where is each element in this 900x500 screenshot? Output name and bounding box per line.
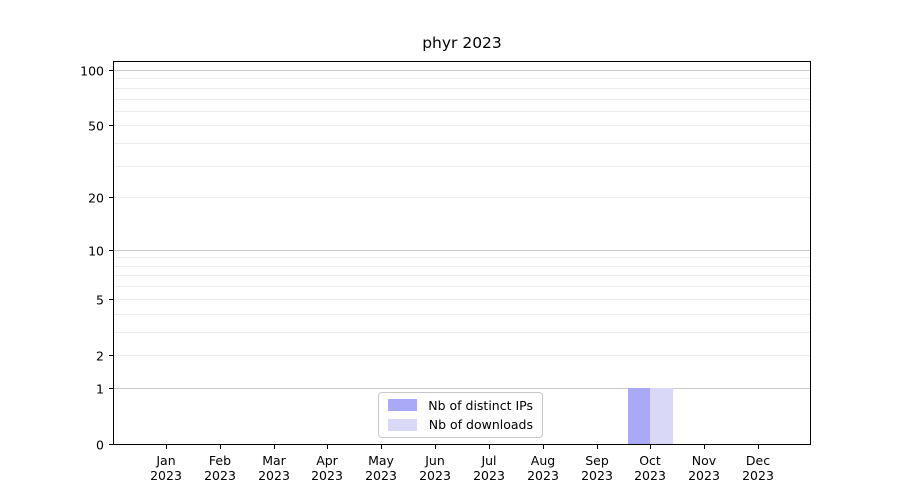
x-tick-label: May 2023 [351, 453, 411, 483]
x-tick-month: Jul [481, 453, 497, 468]
gridline-minor [114, 197, 810, 198]
y-axis-tick [109, 444, 113, 445]
gridline-minor [114, 299, 810, 300]
y-axis-tick [109, 125, 113, 126]
gridline-minor [114, 78, 810, 79]
gridline-minor [114, 266, 810, 267]
bar-downloads [650, 388, 673, 444]
gridline-minor [114, 275, 810, 276]
x-tick-label: Jun 2023 [405, 453, 465, 483]
x-tick-label: Jul 2023 [459, 453, 519, 483]
legend-item: Nb of distinct IPs [388, 397, 533, 414]
x-axis-tick [435, 445, 436, 449]
x-tick-month: Jun [425, 453, 445, 468]
y-tick-label: 100 [80, 63, 104, 78]
x-tick-year: 2023 [365, 468, 397, 483]
gridline-minor [114, 286, 810, 287]
x-axis-tick [220, 445, 221, 449]
x-tick-month: Apr [316, 453, 338, 468]
gridline-minor [114, 111, 810, 112]
legend-item: Nb of downloads [388, 417, 533, 434]
x-tick-month: Nov [691, 453, 717, 468]
x-tick-label: Oct 2023 [620, 453, 680, 483]
y-axis-tick [109, 197, 113, 198]
y-tick-label: 10 [88, 243, 104, 258]
x-tick-year: 2023 [527, 468, 559, 483]
legend-swatch [388, 399, 417, 412]
gridline-major [114, 250, 810, 251]
x-tick-label: Sep 2023 [567, 453, 627, 483]
gridline-minor [114, 143, 810, 144]
gridline-minor [114, 125, 810, 126]
y-tick-label: 5 [96, 292, 104, 307]
x-tick-label: Dec 2023 [728, 453, 788, 483]
x-tick-year: 2023 [634, 468, 666, 483]
x-tick-month: Jan [156, 453, 176, 468]
bar-distinct-ips [628, 388, 650, 444]
gridline-minor [114, 166, 810, 167]
x-axis-tick [274, 445, 275, 449]
x-axis-tick [758, 445, 759, 449]
x-tick-label: Apr 2023 [297, 453, 357, 483]
y-axis-tick [109, 250, 113, 251]
gridline-minor [114, 314, 810, 315]
x-axis-tick [704, 445, 705, 449]
y-axis-tick [109, 70, 113, 71]
x-tick-year: 2023 [150, 468, 182, 483]
x-tick-year: 2023 [581, 468, 613, 483]
x-tick-month: Mar [262, 453, 286, 468]
x-tick-year: 2023 [688, 468, 720, 483]
legend-label: Nb of distinct IPs [428, 397, 533, 413]
x-tick-year: 2023 [204, 468, 236, 483]
legend: Nb of distinct IPs Nb of downloads [378, 392, 543, 438]
x-axis-tick [597, 445, 598, 449]
x-axis-tick [327, 445, 328, 449]
x-tick-year: 2023 [258, 468, 290, 483]
legend-swatch [388, 418, 417, 431]
x-axis-tick [650, 445, 651, 449]
x-tick-year: 2023 [311, 468, 343, 483]
y-axis-tick [109, 299, 113, 300]
y-axis-tick [109, 355, 113, 356]
gridline-minor [114, 88, 810, 89]
y-tick-label: 1 [96, 381, 104, 396]
x-tick-label: Feb 2023 [190, 453, 250, 483]
gridline-minor [114, 355, 810, 356]
gridline-minor [114, 257, 810, 258]
y-axis-tick [109, 388, 113, 389]
x-tick-month: Aug [530, 453, 556, 468]
gridline-major [114, 388, 810, 389]
x-tick-month: Feb [208, 453, 232, 468]
x-tick-month: Oct [639, 453, 661, 468]
x-axis-tick [166, 445, 167, 449]
x-tick-year: 2023 [419, 468, 451, 483]
x-axis-tick [381, 445, 382, 449]
gridline-minor [114, 99, 810, 100]
x-tick-label: Jan 2023 [136, 453, 196, 483]
legend-label: Nb of downloads [428, 417, 533, 433]
x-tick-label: Aug 2023 [513, 453, 573, 483]
x-axis-tick [543, 445, 544, 449]
x-tick-month: Dec [745, 453, 771, 468]
y-tick-label: 50 [88, 118, 104, 133]
y-tick-label: 20 [88, 190, 104, 205]
x-tick-month: Sep [585, 453, 609, 468]
y-tick-label: 0 [96, 437, 104, 452]
x-tick-year: 2023 [742, 468, 774, 483]
x-tick-month: May [368, 453, 394, 468]
x-tick-label: Mar 2023 [244, 453, 304, 483]
y-tick-label: 2 [96, 348, 104, 363]
gridline-major [114, 70, 810, 71]
x-tick-label: Nov 2023 [674, 453, 734, 483]
chart-title: phyr 2023 [422, 34, 502, 52]
plot-area: 0 1 2 5 10 20 50 100 Jan 2023 Feb 2023 Mar 2023 Apr 202… [80, 61, 811, 483]
x-tick-year: 2023 [473, 468, 505, 483]
x-axis-tick [489, 445, 490, 449]
gridline-minor [114, 332, 810, 333]
